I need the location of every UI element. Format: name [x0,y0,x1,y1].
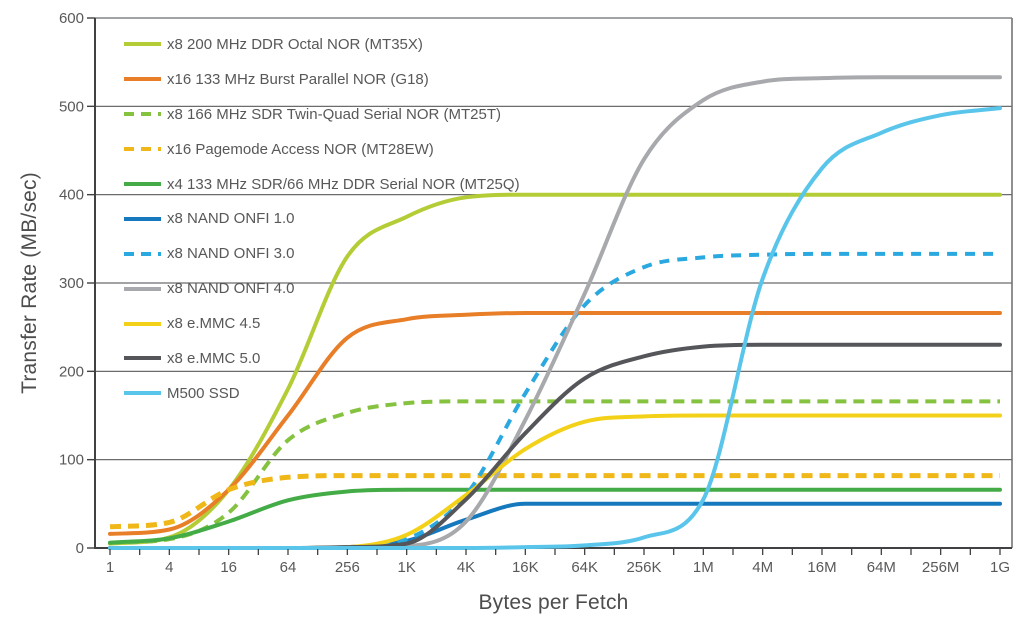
x-tick-label: 1K [397,559,415,576]
x-tick-label: 4 [165,559,173,576]
series-curve [108,311,1002,536]
y-tick-label: 600 [59,10,84,27]
y-tick-label: 100 [59,452,84,469]
x-tick-label: 256M [922,559,960,576]
y-tick-label: 0 [76,540,84,557]
x-tick-label: 16 [220,559,237,576]
x-tick-label: 256 [335,559,360,576]
y-tick-label: 200 [59,363,84,380]
series-curve [108,106,1002,551]
x-tick-label: 16K [512,559,539,576]
series-curve [108,501,1002,551]
series-curve [109,399,1000,545]
x-tick-label: 1 [106,559,114,576]
x-tick-label: 256K [626,559,661,576]
x-tick-label: 1G [990,559,1010,576]
y-tick-label: 400 [59,187,84,204]
series-curve [109,473,1000,530]
x-tick-label: 16M [807,559,836,576]
y-tick-label: 500 [59,98,84,115]
series-curve [108,192,1002,546]
y-tick-label: 300 [59,275,84,292]
series-curve [108,487,1002,545]
x-tick-label: 1M [693,559,714,576]
series-curve [108,413,1002,551]
x-tick-label: 64 [280,559,297,576]
x-tick-label: 4M [752,559,773,576]
y-axis-title: Transfer Rate (MB/sec) [18,172,41,394]
x-axis-title: Bytes per Fetch [478,591,629,614]
x-tick-label: 64K [571,559,598,576]
x-tick-label: 64M [867,559,896,576]
x-tick-label: 4K [457,559,475,576]
series-curve [109,251,1000,551]
